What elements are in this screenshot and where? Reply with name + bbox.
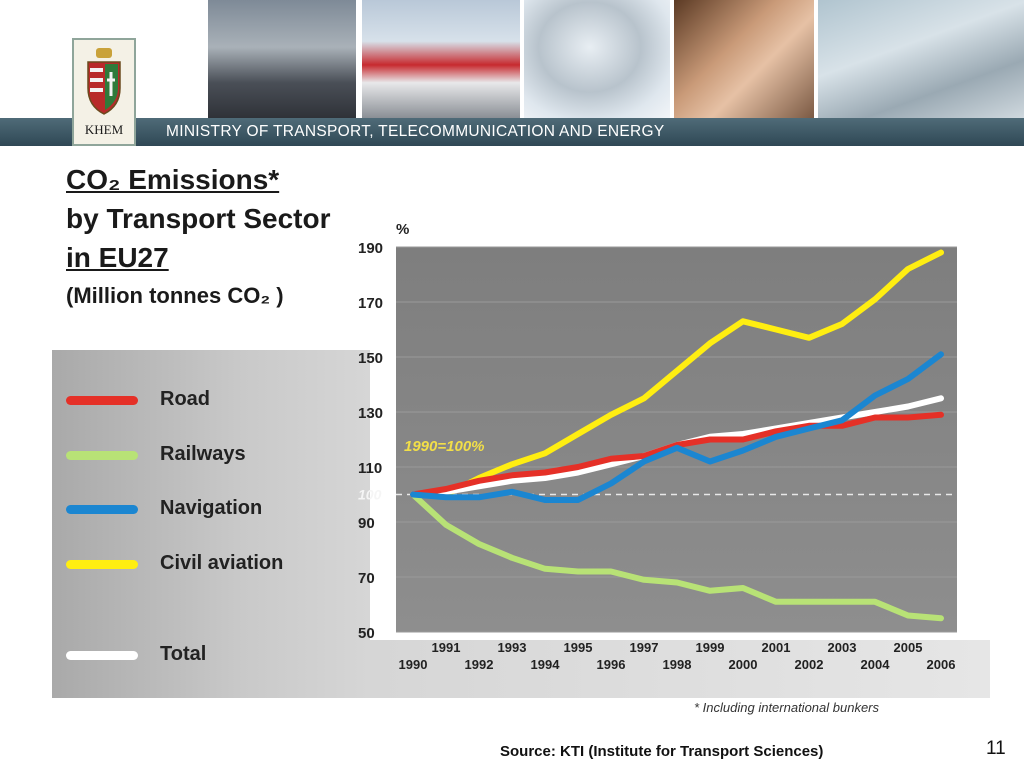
- x-tick-label: 2001: [762, 640, 791, 655]
- series-layer: [410, 249, 944, 622]
- legend-label-railways: Railways: [160, 443, 246, 465]
- legend-swatch-total: [66, 651, 138, 660]
- series-line-railways: [410, 491, 944, 622]
- y-tick-labels: 190 170 150 130 110 90 70 50: [358, 240, 383, 642]
- x-tick-label: 2006: [927, 657, 956, 672]
- phone-user-photo: [674, 0, 814, 118]
- x-tick-label: 2000: [729, 657, 758, 672]
- ministry-logo: KHEM: [72, 38, 136, 146]
- title-subtitle: (Million tonnes CO₂ ): [66, 283, 284, 308]
- x-tick-label: 1992: [465, 657, 494, 672]
- ministry-title: MINISTRY OF TRANSPORT, TELECOMMUNICATION…: [166, 123, 665, 140]
- base-year-annotation: 1990=100%: [404, 438, 485, 455]
- x-tick-label: 2005: [894, 640, 923, 655]
- series-line-navigation: [410, 351, 944, 503]
- legend-label-navigation: Navigation: [160, 497, 263, 519]
- x-tick-label: 1996: [597, 657, 626, 672]
- y-tick-label: 130: [358, 405, 383, 422]
- y-tick-label: 90: [358, 515, 375, 532]
- logo-text: KHEM: [84, 122, 124, 137]
- header-photo-strip: MINISTRY OF TRANSPORT, TELECOMMUNICATION…: [0, 0, 1024, 148]
- title-line-1: CO₂ Emissions*: [66, 164, 280, 195]
- x-tick-label: 1999: [696, 640, 725, 655]
- x-tick-label: 1997: [630, 640, 659, 655]
- x-tick-label: 1998: [663, 657, 692, 672]
- x-tick-label: 1990: [399, 657, 428, 672]
- legend-label-road: Road: [160, 388, 210, 410]
- legend-swatch-road: [66, 396, 138, 405]
- y-tick-label: 110: [358, 460, 382, 477]
- satellite-dish-photo: [524, 0, 670, 118]
- footnote: * Including international bunkers: [694, 700, 880, 715]
- y-axis-unit-label: %: [396, 221, 409, 238]
- y-tick-label: 70: [358, 570, 375, 587]
- legend-label-total: Total: [160, 643, 207, 665]
- x-tick-label: 1993: [498, 640, 527, 655]
- legend-panel: [52, 350, 370, 698]
- y-tick-label: 190: [358, 240, 383, 257]
- y-tick-label: 170: [358, 295, 383, 312]
- y-tick-label: 150: [358, 350, 383, 367]
- coat-of-arms-icon: [87, 48, 121, 115]
- legend-label-civil-aviation: Civil aviation: [160, 552, 284, 574]
- x-tick-label: 1994: [531, 657, 561, 672]
- train-photo: [362, 0, 520, 118]
- traffic-photo: [208, 0, 356, 118]
- slide-title: CO₂ Emissions* by Transport Sector in EU…: [66, 160, 331, 277]
- x-tick-label: 1991: [432, 640, 461, 655]
- source-citation: Source: KTI (Institute for Transport Sci…: [500, 743, 824, 760]
- x-tick-label: 2004: [861, 657, 891, 672]
- title-line-2: by Transport Sector: [66, 203, 331, 234]
- y-tick-label: 50: [358, 625, 375, 642]
- baseline-label: 100: [358, 487, 382, 503]
- legend-swatch-railways: [66, 451, 138, 460]
- title-line-3: in EU27: [66, 242, 169, 273]
- series-line-civil-aviation: [410, 249, 944, 498]
- ministry-banner: [0, 118, 1024, 146]
- x-tick-label: 2003: [828, 640, 857, 655]
- chart-bottom-band: [370, 640, 990, 698]
- legend-swatch-civil-aviation: [66, 560, 138, 569]
- energy-engineer-photo: [818, 0, 1024, 118]
- page-number: 11: [986, 738, 1006, 759]
- legend-swatch-navigation: [66, 505, 138, 514]
- x-tick-label: 1995: [564, 640, 593, 655]
- x-tick-label: 2002: [795, 657, 824, 672]
